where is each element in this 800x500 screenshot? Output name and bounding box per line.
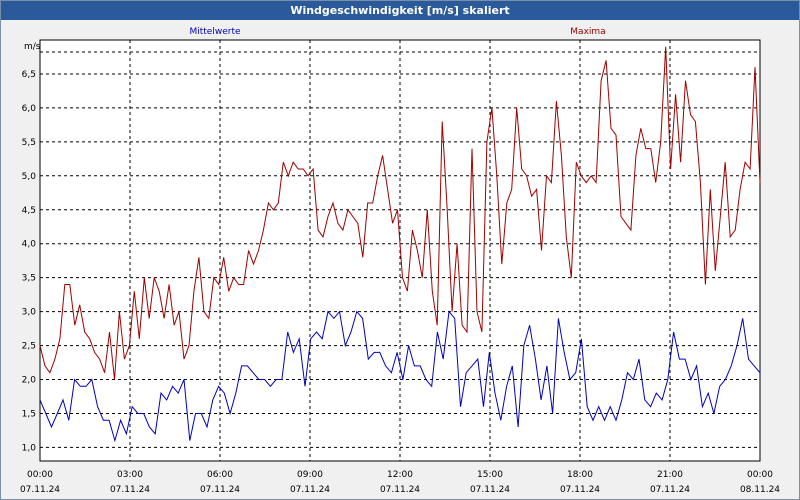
x-tick-time: 12:00 xyxy=(387,470,413,480)
grid-lines xyxy=(40,40,760,461)
y-tick-label: 1,5 xyxy=(22,409,36,419)
x-tick-time: 18:00 xyxy=(567,470,593,480)
x-tick-time: 15:00 xyxy=(477,470,503,480)
x-tick-date: 07.11.24 xyxy=(560,485,600,495)
x-tick-date: 07.11.24 xyxy=(110,485,150,495)
x-tick-time: 06:00 xyxy=(207,470,233,480)
x-tick-labels: 00:00 07.11.24 03:00 07.11.24 06:00 07.11.24 0… xyxy=(20,470,780,495)
x-tick-date: 07.11.24 xyxy=(290,485,330,495)
series-line-mittelwerte xyxy=(39,310,761,443)
x-tick-time: 00:00 xyxy=(747,470,773,480)
x-tick-date: 07.11.24 xyxy=(470,485,510,495)
x-tick-time: 03:00 xyxy=(117,470,143,480)
y-tick-label: 2,5 xyxy=(22,342,36,352)
y-tick-label: 4,0 xyxy=(22,240,37,250)
x-tick-time: 09:00 xyxy=(297,470,323,480)
y-tick-label: 4,5 xyxy=(22,206,36,216)
y-tick-label: 1,0 xyxy=(22,443,37,453)
y-tick-label: 3,0 xyxy=(22,308,37,318)
series-lines xyxy=(39,46,761,443)
y-tick-label: 2,0 xyxy=(22,376,37,386)
x-tick-date: 07.11.24 xyxy=(20,485,60,495)
x-tick-date: 08.11.24 xyxy=(740,485,780,495)
y-tick-label: 5,5 xyxy=(22,138,36,148)
x-tick-date: 07.11.24 xyxy=(380,485,420,495)
y-tick-label: 6,5 xyxy=(22,70,36,80)
x-tick-time: 00:00 xyxy=(27,470,53,480)
legend-maxima: Maxima xyxy=(570,27,605,37)
y-tick-labels: 1,0 1,5 2,0 2,5 3,0 3,5 4,0 4,5 5,0 5,5 6,0 6,5 xyxy=(22,70,37,453)
y-axis-unit-label: m/s xyxy=(24,42,41,52)
legend-mittelwerte: Mittelwerte xyxy=(189,27,240,37)
y-tick-label: 5,0 xyxy=(22,172,37,182)
y-tick-label: 3,5 xyxy=(22,274,36,284)
x-tick-date: 07.11.24 xyxy=(650,485,690,495)
window-title: Windgeschwindigkeit [m/s] skaliert xyxy=(1,1,799,20)
x-tick-date: 07.11.24 xyxy=(200,485,240,495)
y-tick-label: 6,0 xyxy=(22,104,37,114)
series-line-maxima xyxy=(39,46,761,380)
x-tick-time: 21:00 xyxy=(657,470,683,480)
